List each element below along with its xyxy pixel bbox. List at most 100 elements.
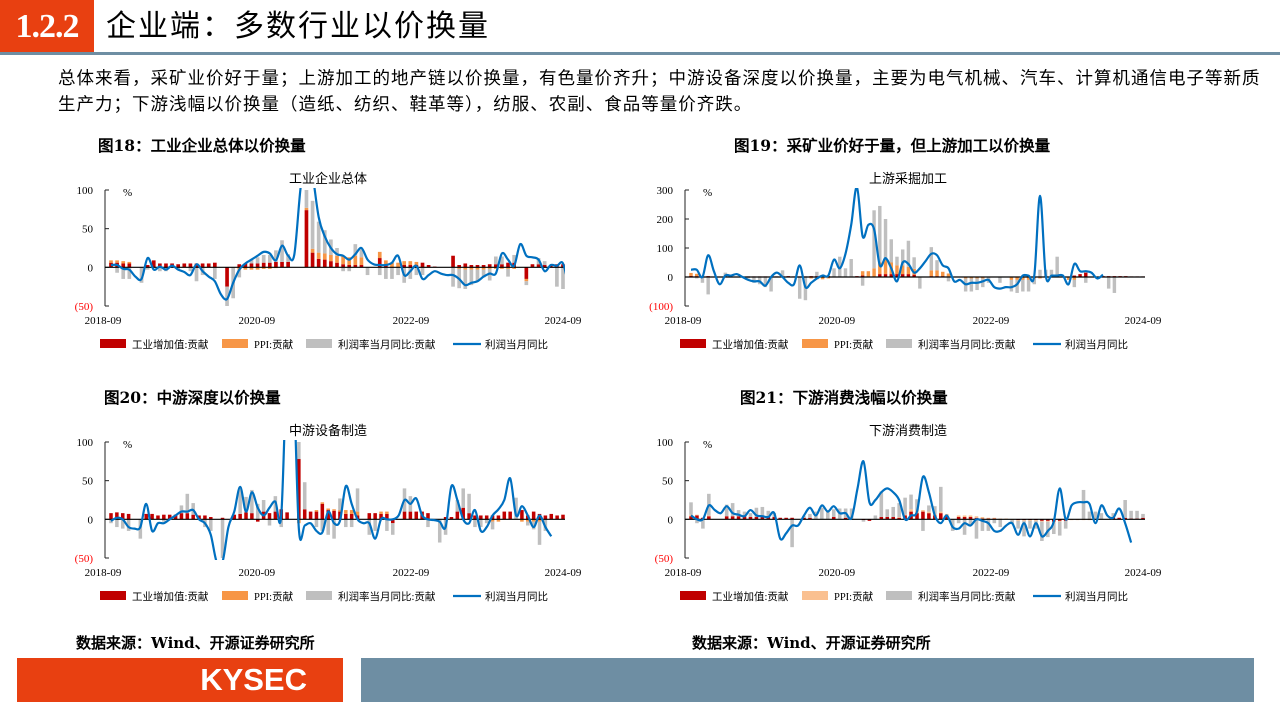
bar-segment xyxy=(909,509,913,512)
unit-label: % xyxy=(703,439,712,451)
bar-segment xyxy=(365,267,370,276)
bar-segment xyxy=(139,267,144,283)
chart-fig20-midstream: 中游设备制造% 100 50 0 (50) 2018-09 2020-09 2022-09 20… xyxy=(75,423,582,603)
bar-segment xyxy=(885,517,890,520)
legend-swatch xyxy=(680,591,706,600)
bar-segment xyxy=(927,513,931,520)
chart-title: 工业企业总体 xyxy=(289,171,367,186)
bar-segment xyxy=(512,267,516,269)
bar-segment xyxy=(473,519,477,528)
bar-segment xyxy=(164,263,168,268)
legend-label: 利润率当月同比:贡献 xyxy=(918,338,1016,351)
bar-segment xyxy=(490,519,495,522)
bar-segment xyxy=(1055,256,1059,277)
bar-segment xyxy=(1040,520,1044,522)
bar-segment xyxy=(860,271,865,276)
legend-swatch xyxy=(100,591,126,600)
bar-segment xyxy=(437,519,442,543)
bar-segment xyxy=(238,486,242,514)
bar-segment xyxy=(831,509,836,518)
bar-segment xyxy=(998,519,1003,528)
bar-segment xyxy=(1081,489,1086,520)
bar-segment xyxy=(809,277,813,279)
x-tick-label: 2020-09 xyxy=(818,567,855,579)
bar-segment xyxy=(1034,520,1038,529)
bar-segment xyxy=(929,270,934,277)
bar-segment xyxy=(341,267,345,272)
bar-segment xyxy=(408,267,413,279)
bar-segment xyxy=(542,261,547,266)
legend-swatch xyxy=(100,339,126,348)
bar-segment xyxy=(326,508,330,511)
bar-segment xyxy=(778,517,782,520)
bar-segment xyxy=(1072,277,1077,280)
bar-segment xyxy=(506,268,510,277)
bar-segment xyxy=(481,269,486,278)
legend-label: 工业增加值:贡献 xyxy=(712,338,789,351)
bar-segment xyxy=(314,519,319,528)
bar-segment xyxy=(843,268,848,277)
bar-segment xyxy=(402,265,407,268)
bar-segment xyxy=(1026,279,1031,292)
bar-segment xyxy=(502,511,507,520)
bar-segment xyxy=(1016,520,1020,529)
bar-segment xyxy=(443,517,448,520)
bar-segment xyxy=(506,267,510,269)
bar-segment xyxy=(1016,520,1020,521)
bar-segment xyxy=(349,519,354,528)
bar-segment xyxy=(689,272,693,276)
bar-segment xyxy=(555,515,559,520)
chart-fig19-upstream: 上游采掘加工% 300 200 100 0 (100) 2018-09 2020-09 2022… xyxy=(649,171,1162,351)
bar-segment xyxy=(752,277,756,283)
bar-segment xyxy=(939,511,943,514)
section-number: 1.2.2 xyxy=(0,0,94,52)
bar-segment xyxy=(347,257,352,266)
bar-segment xyxy=(377,267,382,276)
y-tick-label: 0 xyxy=(88,514,94,526)
bar-segment xyxy=(1141,513,1145,518)
bar-segment xyxy=(1084,277,1088,283)
bar-segment xyxy=(396,267,400,276)
chart-title: 中游设备制造 xyxy=(289,423,367,438)
bar-segment xyxy=(344,510,348,514)
x-tick-label: 2018-09 xyxy=(85,315,122,327)
unit-label: % xyxy=(703,187,712,199)
y-tick-label: 0 xyxy=(88,262,94,274)
bar-segment xyxy=(820,277,825,280)
bar-segment xyxy=(322,253,327,260)
bar-segment xyxy=(1028,520,1032,529)
bar-segment xyxy=(420,267,425,276)
bar-segment xyxy=(115,260,119,263)
bar-segment xyxy=(335,262,339,268)
bar-segment xyxy=(469,265,474,268)
bar-segment xyxy=(267,254,272,263)
legend-label: 利润当月同比 xyxy=(485,338,548,351)
bar-segment xyxy=(420,262,425,268)
bar-segment xyxy=(543,515,548,520)
bar-segment xyxy=(121,261,126,264)
bar-segment xyxy=(531,519,536,522)
bar-segment xyxy=(889,274,893,277)
bar-segment xyxy=(695,515,699,520)
bar-segment xyxy=(213,262,217,268)
chart-title: 下游消费制造 xyxy=(869,423,947,438)
bar-segment xyxy=(838,256,842,277)
bar-segment xyxy=(244,512,248,520)
bar-segment xyxy=(243,267,248,270)
bar-segment xyxy=(537,521,542,545)
bar-segment xyxy=(455,511,460,520)
bar-segment xyxy=(329,261,333,268)
bar-segment xyxy=(956,515,961,518)
bar-segment xyxy=(316,252,321,259)
bar-segment xyxy=(975,278,979,291)
bar-segment xyxy=(338,498,342,511)
bar-segment xyxy=(879,517,884,520)
bar-segment xyxy=(185,493,190,514)
bar-segment xyxy=(780,270,785,277)
y-tick-label: 100 xyxy=(77,437,94,449)
bar-segment xyxy=(906,240,911,267)
legend-swatch xyxy=(886,591,912,600)
lead-paragraph: 总体来看，采矿业价好于量；上游加工的地产链以价换量，有色量价齐升；中游设备深度以… xyxy=(58,69,1261,115)
chart-fig21-downstream: 下游消费制造% 100 50 0 (50) 2018-09 2020-09 2022-09 20… xyxy=(655,423,1162,603)
bar-segment xyxy=(730,516,735,520)
